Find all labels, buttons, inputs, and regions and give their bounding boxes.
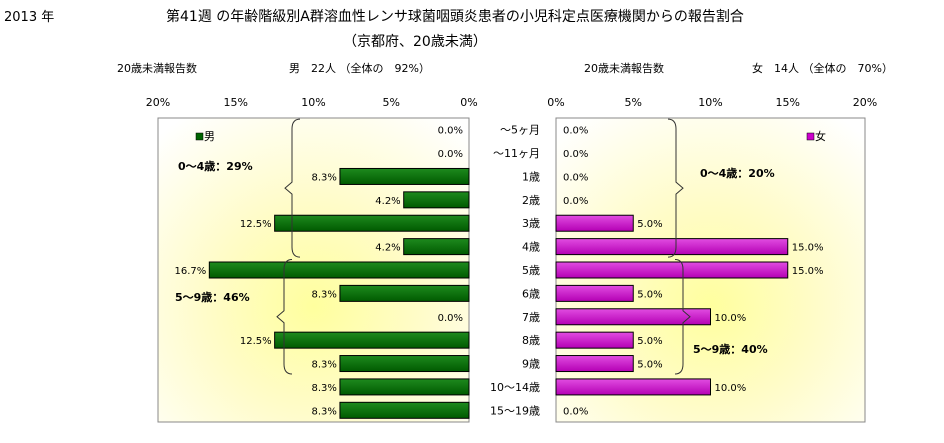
female-data-label: 15.0% (792, 266, 824, 277)
female-data-label: 5.0% (637, 336, 662, 347)
female-data-label: 5.0% (637, 289, 662, 300)
category-label: 3歳 (522, 217, 540, 230)
male-data-label: 0.0% (438, 126, 463, 137)
category-label: ～5ヶ月 (500, 124, 540, 137)
male-legend-swatch (195, 132, 204, 141)
female-bar (555, 355, 634, 373)
chart-title-line2: （京都府、20歳未満） (343, 34, 487, 50)
category-label: 5歳 (522, 264, 540, 277)
left-axis-tick-label: 10% (301, 96, 325, 109)
female-data-label: 0.0% (563, 406, 588, 417)
category-label: 2歳 (522, 194, 540, 207)
female-data-label: 5.0% (637, 219, 662, 230)
chart-title-line1: 第41週 の年齢階級別A群溶血性レンサ球菌咽頭炎患者の小児科定点医療機関からの報… (166, 9, 744, 25)
male-data-label: 8.3% (312, 172, 337, 183)
annotation-female-0-4: 0～4歳：20% (700, 166, 775, 180)
female-bar (555, 238, 789, 256)
male-bar (274, 331, 470, 349)
male-0-4-bracket (284, 118, 301, 258)
year-label: 2013 年 (4, 10, 55, 25)
male-bar (339, 284, 470, 302)
male-data-label: 8.3% (312, 383, 337, 394)
annotation-male-0-4: 0～4歳：29% (178, 159, 253, 173)
female-bar (555, 331, 634, 349)
right-axis-tick-label: 10% (698, 96, 722, 109)
category-label: 4歳 (522, 241, 540, 254)
male-bar (339, 167, 470, 185)
left-axis-tick-label: 20% (146, 96, 170, 109)
left-axis-tick-label: 15% (224, 96, 248, 109)
female-data-label: 10.0% (715, 383, 747, 394)
female-bar (555, 261, 789, 279)
right-summary: 女 14人 （全体の 70%） (752, 62, 893, 75)
category-label: ～11ヶ月 (493, 147, 540, 160)
female-data-label: 0.0% (563, 126, 588, 137)
male-data-label: 16.7% (175, 266, 207, 277)
female-data-label: 0.0% (563, 149, 588, 160)
category-label: 8歳 (522, 334, 540, 347)
left-axis-tick-label: 5% (383, 96, 400, 109)
male-data-label: 8.3% (312, 289, 337, 300)
male-bar (339, 378, 470, 396)
right-axis-tick-label: 15% (776, 96, 800, 109)
annotation-female-5-9: 5～9歳：40% (693, 342, 768, 356)
male-5-9-bracket (276, 258, 293, 375)
male-legend-label: 男 (204, 130, 215, 143)
category-label: 10～14歳 (490, 381, 540, 394)
male-data-label: 12.5% (240, 336, 272, 347)
female-legend-swatch (806, 132, 815, 141)
male-data-label: 8.3% (312, 406, 337, 417)
female-0-4-bracket (667, 118, 684, 258)
female-5-9-bracket (674, 258, 691, 375)
category-label: 9歳 (522, 358, 540, 371)
male-bar (339, 401, 470, 419)
male-data-label: 4.2% (375, 196, 400, 207)
right-axis-tick-label: 0% (547, 96, 564, 109)
female-bar (555, 214, 634, 232)
female-legend-label: 女 (815, 129, 826, 143)
left-count-label: 20歳未満報告数 (117, 62, 197, 75)
male-data-label: 0.0% (438, 149, 463, 160)
male-bar (208, 261, 470, 279)
female-bar (555, 308, 711, 326)
right-axis-tick-label: 20% (853, 96, 877, 109)
female-data-label: 10.0% (715, 313, 747, 324)
male-data-label: 12.5% (240, 219, 272, 230)
male-bar (274, 214, 470, 232)
right-count-label: 20歳未満報告数 (584, 62, 664, 75)
female-data-label: 0.0% (563, 196, 588, 207)
right-axis-tick-label: 5% (625, 96, 642, 109)
female-data-label: 15.0% (792, 243, 824, 254)
category-label: 1歳 (522, 170, 540, 183)
male-bar (339, 355, 470, 373)
category-label: 6歳 (522, 287, 540, 300)
category-label: 7歳 (522, 311, 540, 324)
male-data-label: 0.0% (438, 313, 463, 324)
male-bar (403, 238, 470, 256)
female-bar (555, 284, 634, 302)
male-data-label: 4.2% (375, 243, 400, 254)
left-summary: 男 22人 （全体の 92%） (289, 62, 430, 75)
female-data-label: 0.0% (563, 172, 588, 183)
category-label: 15～19歳 (490, 404, 540, 417)
male-data-label: 8.3% (312, 360, 337, 371)
female-data-label: 5.0% (637, 360, 662, 371)
female-bar (555, 378, 711, 396)
male-bar (403, 191, 470, 209)
annotation-male-5-9: 5～9歳：46% (175, 290, 250, 304)
left-axis-tick-label: 0% (460, 96, 477, 109)
